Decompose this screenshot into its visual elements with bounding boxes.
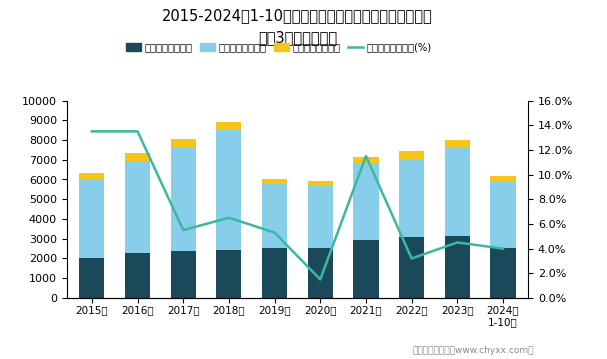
Bar bbox=[80, 258, 104, 298]
Bar bbox=[490, 248, 515, 298]
Bar bbox=[308, 186, 333, 248]
Bar bbox=[262, 248, 287, 298]
Bar bbox=[399, 159, 424, 237]
Bar bbox=[399, 151, 424, 159]
Bar bbox=[490, 176, 515, 182]
Bar bbox=[216, 130, 242, 250]
Bar bbox=[216, 250, 242, 298]
Bar bbox=[125, 161, 150, 253]
Bar bbox=[216, 122, 242, 130]
Bar bbox=[171, 251, 196, 298]
Bar bbox=[445, 148, 470, 236]
Bar bbox=[171, 139, 196, 147]
Bar bbox=[125, 153, 150, 161]
Bar bbox=[353, 240, 379, 298]
Bar bbox=[490, 182, 515, 248]
Text: 制图：智研咋询（www.chyxx.com）: 制图：智研咋询（www.chyxx.com） bbox=[413, 346, 534, 355]
Bar bbox=[262, 185, 287, 248]
Bar bbox=[353, 164, 379, 240]
Bar bbox=[353, 157, 379, 164]
Bar bbox=[308, 248, 333, 298]
Bar bbox=[80, 180, 104, 258]
Bar bbox=[445, 236, 470, 298]
Bar bbox=[171, 147, 196, 251]
Bar bbox=[262, 179, 287, 185]
Legend: 销售费用（亿元）, 管理费用（亿元）, 财务费用（亿元）, 销售费用累计增长(%): 销售费用（亿元）, 管理费用（亿元）, 财务费用（亿元）, 销售费用累计增长(%… bbox=[122, 38, 436, 56]
Bar bbox=[445, 140, 470, 148]
Bar bbox=[399, 237, 424, 298]
Bar bbox=[308, 181, 333, 186]
Title: 2015-2024年1-10月计算机、通信和其他电子设备制造业
企业3类费用统计图: 2015-2024年1-10月计算机、通信和其他电子设备制造业 企业3类费用统计… bbox=[162, 8, 433, 45]
Bar bbox=[80, 173, 104, 180]
Bar bbox=[125, 253, 150, 298]
